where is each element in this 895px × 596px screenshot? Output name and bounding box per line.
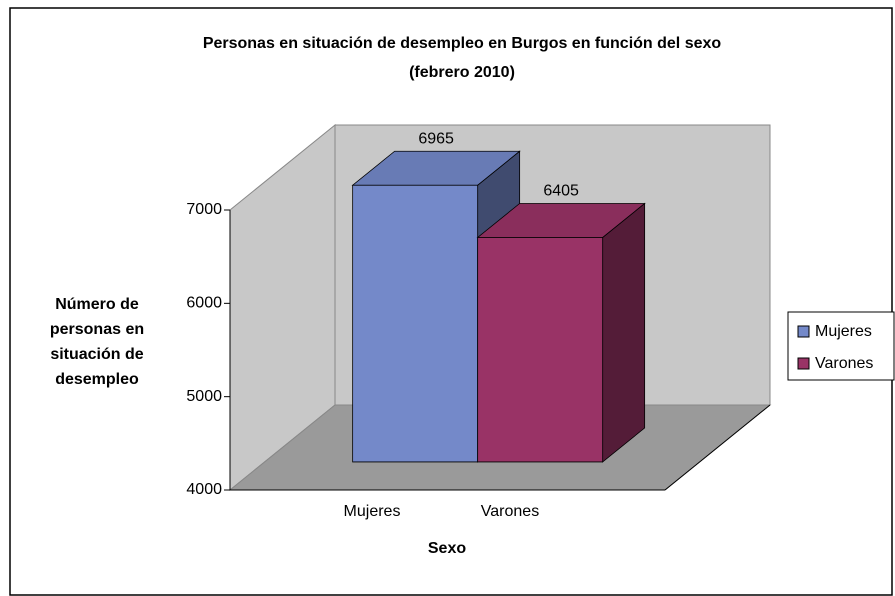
y-axis-label-line: desempleo [55, 371, 139, 388]
legend-swatch [797, 325, 810, 338]
y-axis-label-line: situación de [50, 346, 144, 363]
y-axis-label-line: Número de [55, 296, 139, 313]
legend-swatch [797, 357, 810, 370]
bar [477, 237, 604, 463]
x-axis-label: Sexo [428, 540, 466, 557]
x-tick-label: Varones [481, 503, 539, 520]
y-tick-label: 6000 [186, 295, 222, 312]
y-tick-label: 5000 [186, 388, 222, 405]
y-axis-label-line: personas en [49, 321, 145, 338]
value-label: 6405 [543, 183, 579, 200]
bar-side [602, 202, 646, 463]
legend-label: Varones [815, 355, 873, 372]
x-tick-label: Mujeres [344, 503, 401, 520]
floor-edge [664, 404, 771, 491]
y-tick-label: 4000 [186, 481, 222, 498]
value-label: 6965 [418, 130, 454, 147]
chart-title: Personas en situación de desempleo en Bu… [203, 35, 722, 52]
bar [352, 184, 479, 463]
legend-label: Mujeres [815, 323, 872, 340]
y-tick-label: 7000 [186, 201, 222, 218]
y-axis-label: Número de personas en situación de desemple… [22, 292, 172, 392]
chart-subtitle: (febrero 2010) [409, 64, 515, 81]
